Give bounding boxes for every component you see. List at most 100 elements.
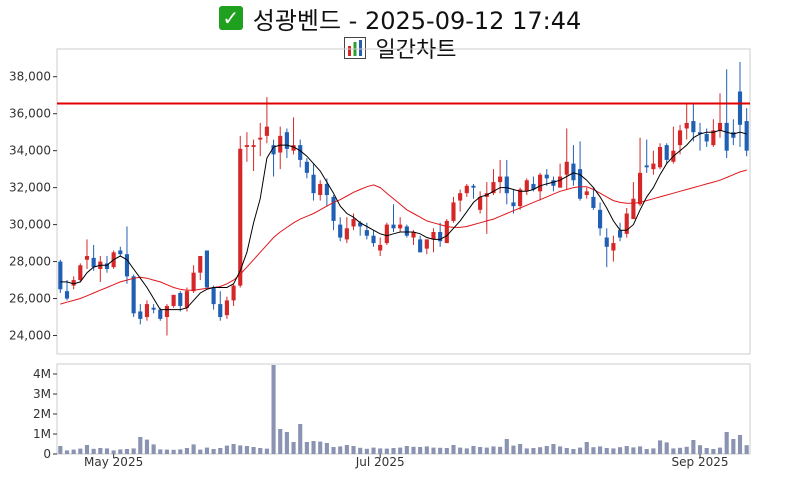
volume-bar	[558, 446, 563, 454]
candle	[624, 207, 629, 238]
candle-body	[637, 172, 643, 205]
candle-body	[657, 146, 663, 168]
candle	[224, 296, 229, 319]
volume-bar	[358, 447, 363, 454]
candle	[564, 128, 569, 190]
candle	[298, 139, 303, 168]
candle-body	[184, 291, 190, 308]
volume-bar	[211, 449, 216, 454]
candle-body	[711, 130, 716, 146]
volume-tick-label: 1M	[33, 427, 51, 441]
candle	[291, 117, 296, 155]
candle	[677, 124, 683, 155]
candle-body	[331, 196, 336, 221]
candle-body	[131, 276, 136, 314]
candle-body	[364, 230, 369, 236]
volume-bar	[311, 441, 316, 454]
candle	[491, 169, 496, 196]
volume-bar	[471, 446, 476, 454]
volume-bar	[504, 439, 509, 454]
candle	[364, 222, 369, 240]
candle	[164, 304, 170, 336]
candle-body	[298, 145, 303, 160]
volume-bar	[604, 448, 609, 454]
candle	[524, 178, 529, 196]
candle	[684, 102, 689, 140]
volume-panel-frame	[56, 363, 751, 455]
volume-bar	[164, 449, 170, 454]
candle	[84, 239, 90, 269]
x-axis: May 2025 Jul 2025 Sep 2025	[84, 454, 729, 469]
volume-bar	[224, 445, 229, 454]
candle	[211, 285, 216, 310]
volume-bar	[64, 450, 70, 454]
candlestick-series	[58, 61, 749, 336]
volume-bar	[531, 448, 536, 454]
candle-body	[244, 145, 249, 147]
volume-bar	[298, 424, 303, 454]
volume-bar	[591, 447, 596, 454]
candle-body	[358, 222, 363, 227]
volume-bar	[671, 448, 676, 454]
candle	[171, 294, 176, 308]
price-y-axis: 24,000 26,000 28,000 30,000 32,000 34,000 36,0…	[9, 70, 57, 343]
volume-tick-label: 3M	[33, 387, 51, 401]
volume-bar	[744, 445, 749, 454]
candle-body	[651, 163, 656, 170]
candle	[484, 182, 489, 234]
candle	[358, 220, 363, 236]
candle-body	[677, 130, 683, 146]
volume-bar	[644, 449, 649, 454]
volume-bar	[411, 446, 416, 454]
candle-body	[231, 285, 236, 301]
candle-body	[531, 183, 536, 190]
candle-body	[304, 161, 309, 173]
candle-body	[238, 148, 243, 286]
candle-body	[338, 224, 343, 238]
candle-body	[697, 132, 703, 135]
volume-bar	[71, 449, 76, 454]
volume-tick-label: 4M	[33, 367, 51, 381]
candle	[278, 126, 283, 170]
candle-body	[538, 174, 543, 192]
candle-body	[198, 256, 203, 273]
candle	[744, 108, 749, 157]
price-panel-frame	[56, 48, 751, 355]
volume-bar	[204, 447, 209, 454]
candle	[604, 228, 609, 268]
candle	[71, 276, 76, 290]
candle-body	[124, 254, 130, 277]
volume-bar	[451, 445, 456, 454]
candle	[611, 235, 616, 262]
candle-body	[211, 287, 216, 305]
x-tick-label: Jul 2025	[355, 455, 405, 469]
candle-body	[204, 250, 209, 288]
volume-bar	[691, 440, 696, 454]
volume-bar	[651, 448, 656, 454]
volume-bar	[611, 448, 616, 454]
candle-body	[571, 163, 576, 181]
volume-bar	[464, 448, 469, 454]
volume-bar	[518, 444, 523, 454]
volume-bar	[617, 447, 623, 454]
candle	[191, 265, 196, 293]
candle	[697, 122, 703, 151]
candle	[704, 128, 709, 147]
volume-bar	[551, 444, 556, 454]
candle-body	[118, 250, 123, 255]
x-tick-label: Sep 2025	[672, 455, 729, 469]
candle-body	[291, 145, 296, 151]
candle-body	[171, 294, 176, 306]
candle	[58, 259, 63, 293]
volume-bar	[571, 449, 576, 454]
volume-bar	[598, 446, 603, 454]
volume-bar	[218, 448, 223, 454]
candle-body	[418, 239, 423, 253]
volume-bar	[318, 441, 323, 454]
candle	[424, 239, 429, 255]
volume-bar	[231, 444, 236, 454]
volume-bar	[198, 449, 203, 454]
volume-bar	[378, 448, 383, 454]
volume-bar	[104, 448, 110, 454]
candle-body	[158, 309, 163, 319]
